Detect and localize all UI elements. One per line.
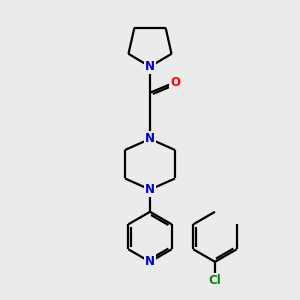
Text: N: N (145, 132, 155, 146)
Text: Cl: Cl (208, 274, 221, 287)
Text: N: N (145, 60, 155, 73)
Text: N: N (145, 255, 155, 268)
Text: N: N (145, 183, 155, 196)
Text: O: O (170, 76, 180, 89)
